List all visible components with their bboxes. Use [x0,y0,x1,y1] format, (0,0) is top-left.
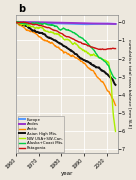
Text: b: b [18,4,26,14]
X-axis label: year: year [61,171,73,176]
Legend: Europe, Andes, Arctic, Asian High Mts., NW USA+SW-Can., Alaska+Coast Mts., Patag: Europe, Andes, Arctic, Asian High Mts., … [18,116,64,152]
Y-axis label: cumulative total mass balance [mm SLE]: cumulative total mass balance [mm SLE] [128,39,132,128]
